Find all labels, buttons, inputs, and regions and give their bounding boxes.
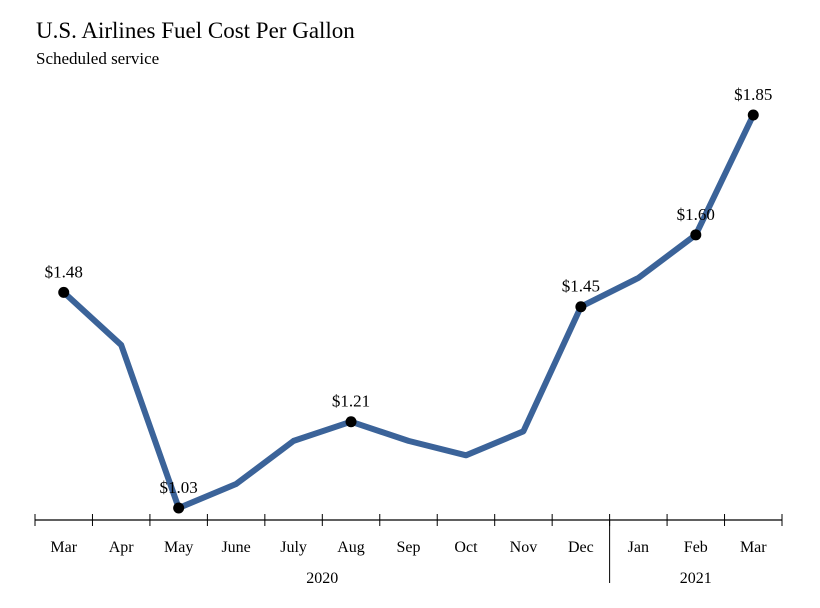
x-tick-label: Dec bbox=[568, 539, 594, 556]
year-label: 2021 bbox=[680, 570, 712, 587]
data-point-marker bbox=[58, 286, 70, 298]
x-tick-label: Oct bbox=[454, 539, 478, 556]
data-point-marker bbox=[747, 109, 759, 121]
data-label: $1.21 bbox=[332, 392, 370, 411]
x-tick-label: Jan bbox=[628, 539, 649, 556]
x-tick-label: July bbox=[280, 539, 307, 556]
x-tick-label: Mar bbox=[740, 539, 767, 556]
x-tick-label: Nov bbox=[510, 539, 538, 556]
data-point-marker bbox=[690, 229, 702, 241]
year-labels: 2020 2021 bbox=[306, 570, 712, 587]
data-point-marker bbox=[575, 301, 587, 313]
data-markers bbox=[58, 109, 759, 514]
data-label: $1.85 bbox=[734, 85, 772, 104]
x-tick-label: Feb bbox=[684, 539, 708, 556]
chart-subtitle: Scheduled service bbox=[36, 49, 160, 68]
x-tick-label: May bbox=[164, 539, 193, 556]
data-label: $1.03 bbox=[160, 478, 198, 497]
x-tick-label: Sep bbox=[397, 539, 421, 556]
x-axis-ticks bbox=[34, 514, 783, 526]
x-tick-labels: Mar Apr May June July Aug Sep Oct Nov Dec Jan Feb Ma… bbox=[50, 539, 767, 556]
series-line bbox=[60, 112, 757, 511]
year-label: 2020 bbox=[306, 570, 338, 587]
data-point-marker bbox=[173, 502, 185, 514]
x-tick-label: Mar bbox=[50, 539, 77, 556]
data-labels: $1.48 $1.03 $1.21 $1.45 $1.60 $1.85 bbox=[45, 85, 773, 497]
chart-title: U.S. Airlines Fuel Cost Per Gallon bbox=[36, 18, 355, 43]
x-tick-label: Aug bbox=[337, 539, 365, 556]
data-label: $1.45 bbox=[562, 277, 600, 296]
data-point-marker bbox=[345, 416, 357, 428]
x-tick-label: Apr bbox=[109, 539, 135, 556]
data-label: $1.48 bbox=[45, 262, 83, 281]
x-tick-label: June bbox=[221, 539, 250, 556]
data-label: $1.60 bbox=[677, 205, 715, 224]
